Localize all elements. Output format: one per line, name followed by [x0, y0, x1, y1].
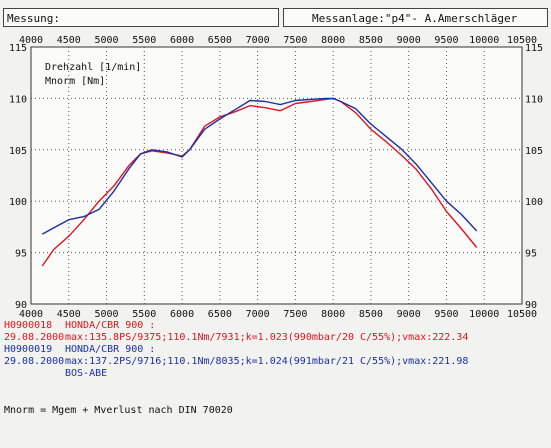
y-tick-left: 115 — [9, 43, 27, 54]
annotations: Drehzahl [1/min] Mnorm [Nm] — [45, 62, 141, 87]
legend-2-max: max:137.2PS/9716;110.1Nm/8035;k=1.024(99… — [65, 356, 469, 367]
legend-2-note: BOS-ABE — [65, 368, 108, 379]
x-tick-bottom: 7000 — [246, 309, 270, 320]
y-tick-right: 95 — [525, 249, 537, 260]
series-line-H0900018 — [41, 97, 478, 267]
plot-area — [30, 46, 523, 305]
legend-2-model: HONDA/CBR 900 : — [65, 344, 156, 355]
x-tick-top: 10500 — [507, 35, 537, 46]
legend-2-id: H0900019 — [4, 344, 53, 355]
x-tick-top: 8000 — [321, 35, 345, 46]
x-tick-bottom: 5000 — [94, 309, 118, 320]
x-tick-top: 4500 — [57, 35, 81, 46]
annotation-2: Mnorm [Nm] — [45, 76, 105, 87]
y-tick-left: 110 — [9, 94, 27, 105]
x-tick-top: 5000 — [94, 35, 118, 46]
legend-1-max: max:135.8PS/9375;110.1Nm/7931;k=1.023(99… — [65, 332, 469, 343]
legend-1-model: HONDA/CBR 900 : — [65, 320, 156, 331]
axis-ticks: 4000 4000 4500 4500 5000 5000 5500 5500 6000 6000… — [9, 35, 543, 320]
x-tick-bottom: 10000 — [469, 309, 499, 320]
legend-1-id: H0900018 — [4, 320, 53, 331]
annotation-1: Drehzahl [1/min] — [45, 62, 141, 73]
x-tick-top: 10000 — [469, 35, 499, 46]
legend-entry-1: H0900018 HONDA/CBR 900 : 29.08.2000 max:… — [4, 320, 468, 380]
legend-entry-2: H0900019 HONDA/CBR 900 : 29.08.2000 max:… — [4, 344, 468, 416]
grid — [31, 47, 522, 304]
x-tick-bottom: 6000 — [170, 309, 194, 320]
x-tick-top: 7000 — [246, 35, 270, 46]
x-tick-bottom: 9000 — [397, 309, 421, 320]
x-tick-bottom: 4000 — [19, 309, 43, 320]
header-test-bench: Messanlage:"p4"- A.Amerschläger — [283, 8, 548, 27]
x-tick-top: 7500 — [283, 35, 307, 46]
x-tick-top: 6000 — [170, 35, 194, 46]
x-tick-top: 5500 — [132, 35, 156, 46]
y-tick-right: 105 — [525, 146, 543, 157]
y-tick-left: 100 — [9, 197, 27, 208]
y-tick-right: 90 — [525, 300, 537, 311]
x-tick-bottom: 7500 — [283, 309, 307, 320]
x-tick-bottom: 4500 — [57, 309, 81, 320]
y-tick-right: 115 — [525, 43, 543, 54]
header-test-bench-label: Messanlage:"p4"- A.Amerschläger — [312, 12, 518, 25]
x-tick-top: 4000 — [19, 35, 43, 46]
footnote: Mnorm = Mgem + Mverlust nach DIN 70020 — [4, 405, 233, 416]
legend-1-date: 29.08.2000 — [4, 332, 65, 343]
x-tick-bottom: 5500 — [132, 309, 156, 320]
y-tick-right: 100 — [525, 197, 543, 208]
x-tick-bottom: 9500 — [434, 309, 458, 320]
legend-2-date: 29.08.2000 — [4, 356, 65, 367]
y-tick-left: 95 — [15, 249, 27, 260]
y-tick-right: 110 — [525, 94, 543, 105]
x-tick-top: 6500 — [208, 35, 232, 46]
y-tick-left: 105 — [9, 146, 27, 157]
series-line-H0900019 — [41, 97, 478, 235]
x-tick-bottom: 8500 — [359, 309, 383, 320]
x-tick-bottom: 10500 — [507, 309, 537, 320]
x-tick-bottom: 8000 — [321, 309, 345, 320]
header-measurement: Messung: — [3, 8, 279, 27]
x-tick-bottom: 6500 — [208, 309, 232, 320]
series-lines — [41, 97, 478, 267]
x-tick-top: 8500 — [359, 35, 383, 46]
y-tick-left: 90 — [15, 300, 27, 311]
x-tick-top: 9500 — [434, 35, 458, 46]
x-tick-top: 9000 — [397, 35, 421, 46]
header-measurement-label: Messung: — [7, 12, 60, 25]
